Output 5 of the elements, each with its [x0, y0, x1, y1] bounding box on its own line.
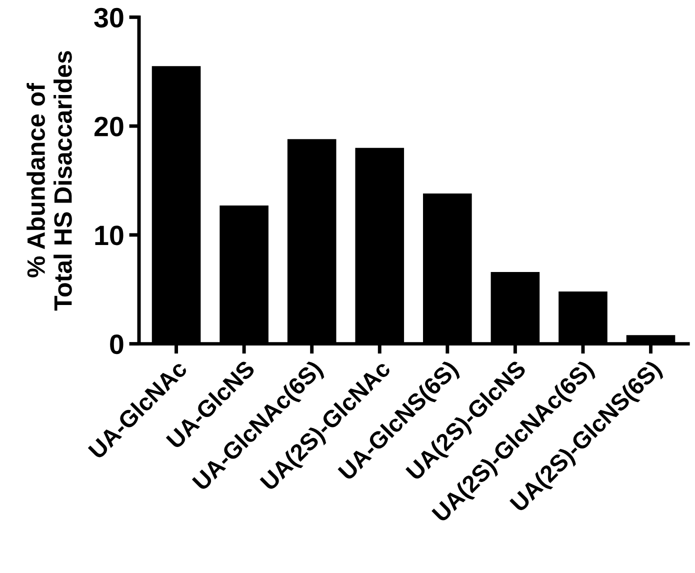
- y-tick-label: 20: [94, 116, 124, 136]
- y-tick-label: 30: [94, 8, 124, 28]
- y-axis-title: % Abundance of Total HS Disaccarides: [26, 51, 72, 311]
- y-tick-label: 0: [110, 334, 124, 354]
- y-tick-label: 10: [95, 226, 124, 246]
